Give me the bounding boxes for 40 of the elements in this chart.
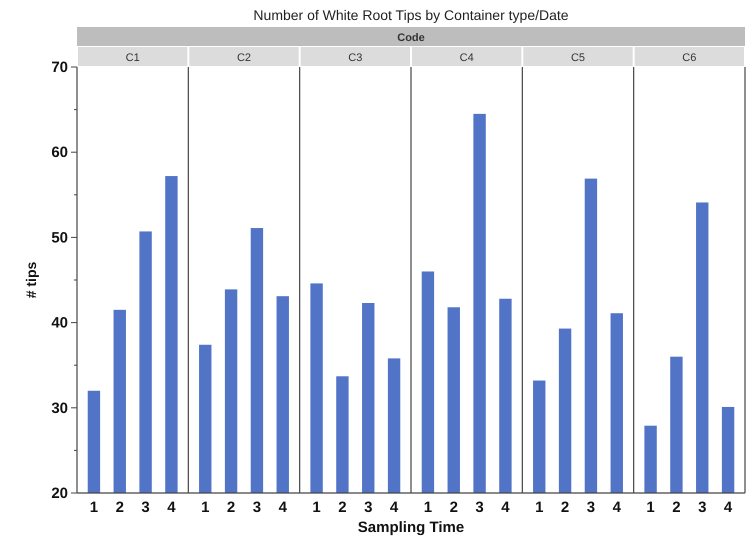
chart-title: C2: [236, 52, 252, 64]
x-tick-label: 4: [390, 499, 399, 516]
x-tick-label: 4: [278, 499, 288, 516]
x-tick-label: 4: [167, 499, 176, 516]
y-tick-label: 60: [51, 144, 68, 162]
text: Number of White Root Tips by Container type/Date: [253, 7, 569, 23]
text: Code: [397, 32, 425, 44]
x-tick-label: 3: [141, 499, 150, 516]
x-tick-label: 3: [252, 499, 262, 516]
x-tick-label: 3: [698, 499, 706, 516]
x-tick-label: 1: [201, 499, 210, 516]
y-tick-label: 20: [51, 485, 68, 502]
x-tick-label: 1: [535, 499, 544, 516]
x-tick-label: 2: [338, 499, 347, 516]
chart-title: C1: [126, 52, 140, 64]
x-tick-label: 2: [560, 499, 570, 516]
y-axis-title: # tips: [23, 262, 39, 298]
text: Sampling Time: [358, 519, 464, 536]
chart-title: C6: [682, 52, 696, 64]
x-tick-label: 2: [450, 499, 458, 516]
x-tick-label: 2: [116, 499, 124, 516]
x-tick-label: 1: [424, 499, 432, 516]
chart-title: C3: [348, 52, 362, 64]
x-tick-label: 3: [475, 499, 484, 516]
x-tick-label: 4: [612, 499, 622, 516]
x-tick-label: 1: [646, 499, 655, 516]
x-tick-label: 1: [312, 499, 321, 516]
x-tick-label: 2: [226, 499, 236, 516]
chart-title: C4: [460, 52, 474, 64]
y-tick-label: 50: [51, 229, 68, 246]
chart-title: C5: [570, 52, 586, 64]
x-tick-label: 2: [672, 499, 681, 516]
y-tick-label: 40: [51, 314, 68, 332]
x-tick-label: 3: [586, 499, 596, 516]
x-tick-label: 3: [364, 499, 372, 516]
x-tick-label: 4: [724, 499, 733, 516]
x-tick-label: 4: [501, 499, 510, 516]
x-tick-label: 1: [90, 499, 98, 516]
y-tick-label: 70: [51, 59, 68, 76]
y-tick-label: 30: [51, 400, 68, 417]
